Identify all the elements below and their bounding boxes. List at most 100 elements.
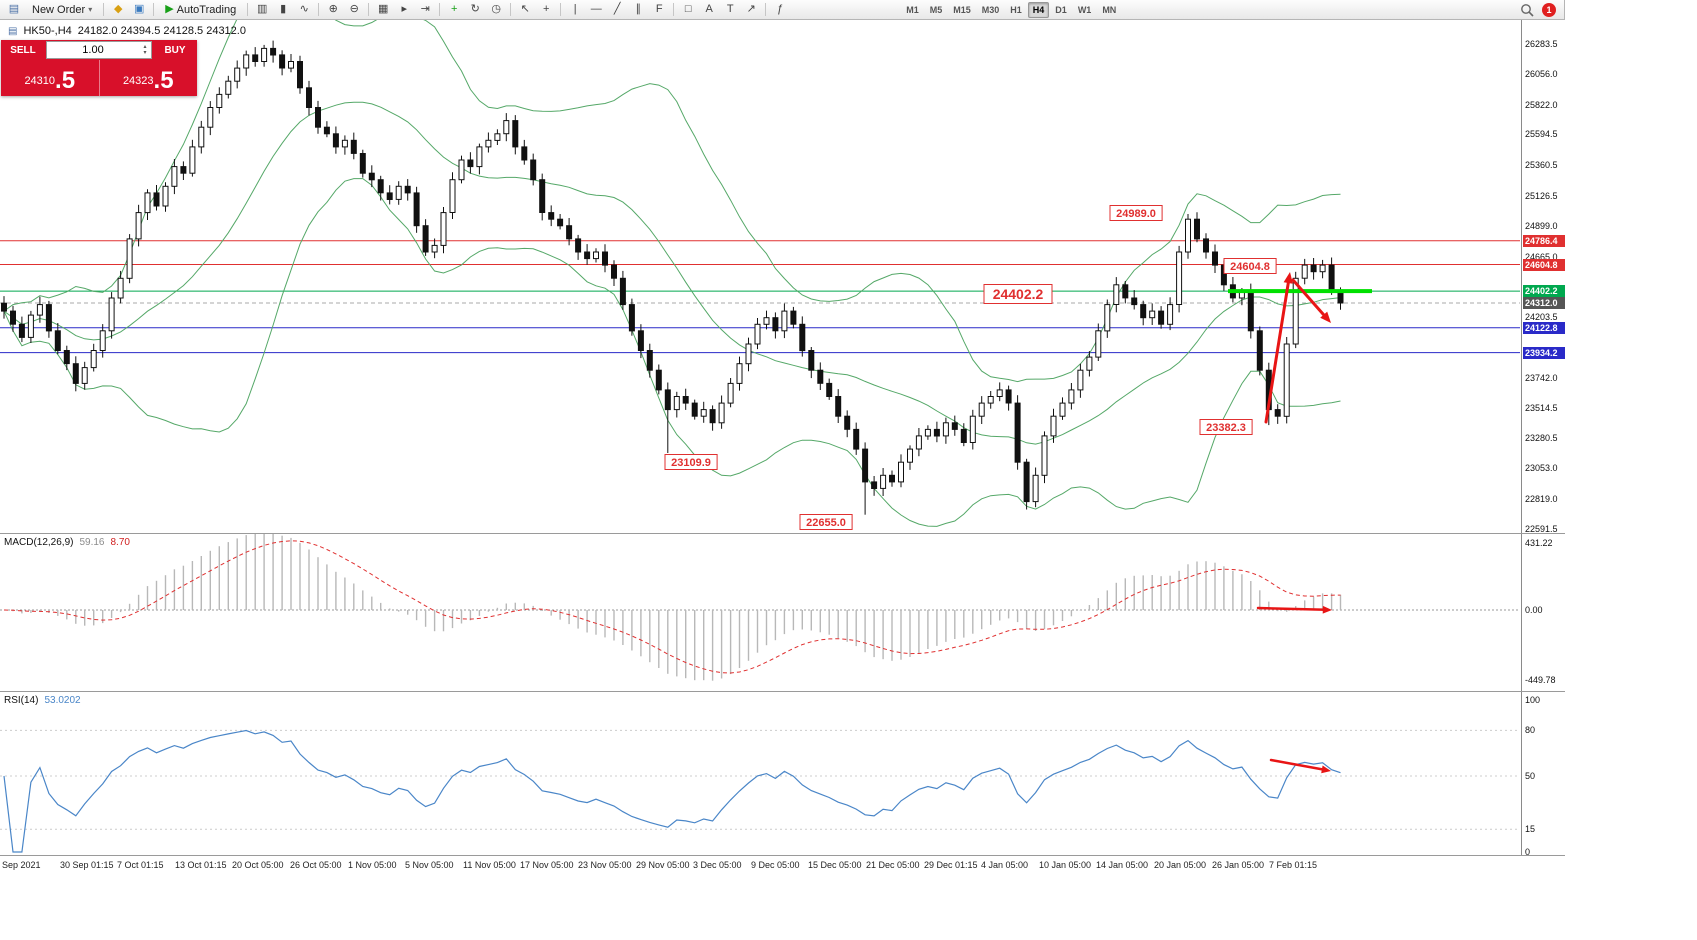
buy-button[interactable]: BUY bbox=[153, 40, 197, 60]
candle[interactable] bbox=[718, 402, 725, 424]
candle[interactable] bbox=[10, 310, 16, 325]
candle[interactable] bbox=[942, 422, 949, 437]
candle[interactable] bbox=[449, 179, 456, 213]
cursor-icon[interactable]: ↖ bbox=[515, 1, 535, 18]
candle[interactable] bbox=[54, 330, 61, 351]
bar-chart-icon[interactable]: ▥ bbox=[252, 1, 272, 18]
candle[interactable] bbox=[323, 126, 330, 135]
candle[interactable] bbox=[646, 350, 653, 371]
volume-input[interactable] bbox=[47, 42, 139, 58]
candle[interactable] bbox=[799, 323, 806, 352]
price-callout-box[interactable] bbox=[1199, 419, 1253, 435]
candle[interactable] bbox=[216, 93, 223, 109]
trendline-icon[interactable]: ╱ bbox=[607, 1, 627, 18]
candle[interactable] bbox=[108, 297, 115, 332]
candle[interactable] bbox=[924, 428, 931, 437]
candle[interactable] bbox=[1247, 290, 1254, 332]
price-axis[interactable]: 26283.5 26056.0 25822.0 25594.5 25360.5 25126… bbox=[1521, 20, 1565, 533]
indicators-icon[interactable]: ƒ bbox=[770, 1, 790, 18]
candle[interactable] bbox=[81, 367, 88, 384]
trend-arrow[interactable] bbox=[1264, 277, 1291, 424]
candle[interactable] bbox=[978, 402, 985, 417]
candle[interactable] bbox=[395, 185, 402, 200]
candle[interactable] bbox=[1167, 304, 1174, 325]
candle[interactable] bbox=[476, 146, 483, 168]
timeframe-H4[interactable]: H4 bbox=[1027, 1, 1050, 18]
candle[interactable] bbox=[306, 87, 312, 109]
candle[interactable] bbox=[413, 192, 420, 227]
candle[interactable] bbox=[584, 251, 591, 260]
time-axis[interactable]: Sep 2021 30 Sep 01:15 7 Oct 01:15 13 Oct 01… bbox=[0, 855, 1565, 875]
macd-indicator-pane[interactable]: MACD(12,26,9) 59.16 8.70 431.22 0.00 -449.… bbox=[0, 533, 1565, 691]
zoom-out-icon[interactable]: ⊖ bbox=[344, 1, 364, 18]
candle[interactable] bbox=[458, 159, 465, 181]
candle[interactable] bbox=[512, 120, 519, 148]
candle[interactable] bbox=[1050, 415, 1057, 437]
price-callout-box[interactable] bbox=[1223, 258, 1277, 274]
shapes-icon[interactable]: □ bbox=[678, 1, 698, 18]
candle[interactable] bbox=[1176, 251, 1183, 305]
candle[interactable] bbox=[889, 474, 895, 483]
candle[interactable] bbox=[341, 139, 348, 148]
chart-window-icon[interactable]: ▤ bbox=[4, 1, 24, 18]
candle[interactable] bbox=[996, 389, 1003, 397]
timeframe-M1[interactable]: M1 bbox=[901, 2, 924, 18]
fibonacci-icon[interactable]: F bbox=[649, 1, 669, 18]
candle[interactable] bbox=[727, 382, 734, 404]
candle[interactable] bbox=[45, 304, 52, 332]
candle[interactable] bbox=[619, 277, 626, 306]
candle[interactable] bbox=[530, 159, 537, 181]
price-callout-box[interactable] bbox=[664, 454, 718, 470]
candle[interactable] bbox=[862, 448, 869, 483]
metaeditor-icon[interactable]: ◆ bbox=[108, 1, 128, 18]
candle[interactable] bbox=[189, 146, 196, 174]
candle[interactable] bbox=[1149, 310, 1156, 319]
candle[interactable] bbox=[844, 415, 851, 430]
candle[interactable] bbox=[1194, 218, 1200, 240]
chart-shift-icon[interactable]: ⇥ bbox=[415, 1, 435, 18]
candle[interactable] bbox=[297, 61, 303, 89]
candle[interactable] bbox=[36, 304, 43, 316]
candle[interactable] bbox=[1113, 284, 1120, 305]
candle[interactable] bbox=[1086, 356, 1093, 371]
candle[interactable] bbox=[1203, 238, 1209, 253]
candle[interactable] bbox=[593, 251, 599, 260]
candle[interactable] bbox=[772, 317, 779, 332]
candle[interactable] bbox=[835, 396, 842, 417]
price-tag[interactable]: 23934.2 bbox=[1523, 347, 1565, 359]
candle[interactable] bbox=[332, 133, 339, 148]
candle[interactable] bbox=[826, 382, 833, 397]
candle[interactable] bbox=[117, 277, 124, 299]
candle[interactable] bbox=[763, 317, 770, 325]
candle[interactable] bbox=[503, 120, 510, 135]
support-highlight-line[interactable] bbox=[1228, 289, 1372, 294]
candle[interactable] bbox=[359, 153, 366, 174]
candle[interactable] bbox=[853, 428, 860, 450]
candle[interactable] bbox=[350, 139, 357, 154]
candle[interactable] bbox=[1005, 389, 1012, 404]
candle[interactable] bbox=[817, 369, 824, 384]
candle[interactable] bbox=[386, 192, 393, 200]
notification-badge[interactable]: 1 bbox=[1542, 2, 1556, 17]
candle[interactable] bbox=[673, 396, 680, 411]
trend-arrow[interactable] bbox=[1269, 758, 1327, 772]
sell-button[interactable]: SELL bbox=[1, 40, 45, 60]
candle[interactable] bbox=[987, 396, 994, 404]
timeframe-M30[interactable]: M30 bbox=[977, 2, 1005, 18]
candle[interactable] bbox=[808, 350, 815, 371]
vertical-line-icon[interactable]: | bbox=[565, 1, 585, 18]
candle[interactable] bbox=[1014, 402, 1021, 463]
new-order-button[interactable]: New Order ▾ bbox=[25, 1, 99, 18]
candle[interactable] bbox=[1131, 297, 1138, 306]
rsi-indicator-pane[interactable]: RSI(14) 53.0202 100 80 50 15 0 bbox=[0, 691, 1565, 855]
label-icon[interactable]: T bbox=[720, 1, 740, 18]
candle[interactable] bbox=[252, 54, 259, 63]
candle[interactable] bbox=[198, 126, 205, 148]
volume-spinner[interactable]: ▴ ▾ bbox=[139, 44, 151, 56]
candle[interactable] bbox=[1274, 409, 1281, 417]
candle[interactable] bbox=[871, 481, 878, 489]
candle[interactable] bbox=[162, 185, 169, 207]
candle[interactable] bbox=[1104, 304, 1111, 332]
candlestick-chart-icon[interactable]: ▮ bbox=[273, 1, 293, 18]
zoom-in-icon[interactable]: ⊕ bbox=[323, 1, 343, 18]
